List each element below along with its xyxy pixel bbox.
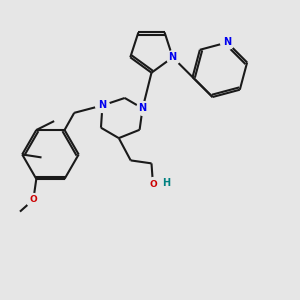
Text: N: N: [169, 52, 177, 62]
Text: N: N: [98, 100, 106, 110]
Text: N: N: [139, 103, 147, 113]
Text: N: N: [223, 38, 231, 47]
Text: O: O: [29, 195, 37, 204]
Text: H: H: [162, 178, 170, 188]
Text: O: O: [149, 180, 157, 189]
